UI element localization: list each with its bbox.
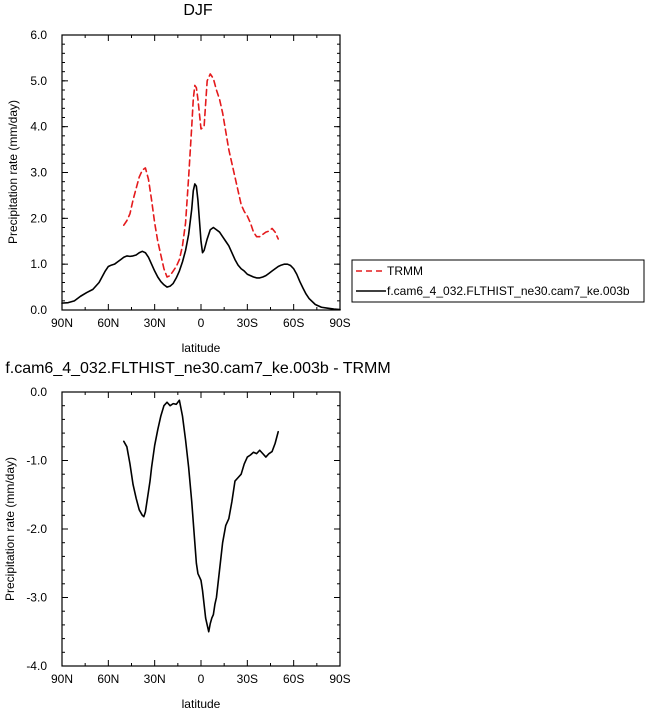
y-tick-label: 3.0	[30, 166, 47, 180]
series-group	[61, 73, 341, 311]
legend-label-trmm: TRMM	[387, 264, 423, 278]
x-axis-label: latitude	[182, 697, 221, 711]
y-tick-label: 5.0	[30, 74, 47, 88]
tick-group: 90N 60N 30N 0 30S 60S 90S 0.0 1.0 2.0 3.0 4.0 5.0 6.0	[30, 28, 350, 330]
panel-bottom: f.cam6_4_032.FLTHIST_ne30.cam7_ke.003b -…	[3, 360, 391, 711]
y-tick-label: 4.0	[30, 120, 47, 134]
chart-title: DJF	[183, 2, 213, 19]
plot-frame	[61, 34, 341, 311]
series-line-f-cam6-4-032-flthist-ne30-cam7-ke-003b	[61, 183, 341, 311]
y-tick-label: -4.0	[26, 659, 47, 673]
series-line-trmm	[122, 73, 280, 278]
legend-box	[351, 259, 645, 303]
legend: TRMM f.cam6_4_032.FLTHIST_ne30.cam7_ke.0…	[351, 259, 645, 303]
x-tick-label: 60N	[97, 316, 119, 330]
x-tick-label: 90N	[51, 672, 73, 686]
legend-label-model: f.cam6_4_032.FLTHIST_ne30.cam7_ke.003b	[387, 284, 630, 298]
x-tick-label: 60N	[97, 672, 119, 686]
x-tick-label: 30S	[237, 316, 258, 330]
y-tick-label: -1.0	[26, 454, 47, 468]
series-line-difference	[122, 399, 280, 633]
x-tick-label: 30S	[237, 672, 258, 686]
plot-frame	[61, 391, 341, 667]
x-tick-label: 0	[198, 316, 205, 330]
x-axis-label: latitude	[182, 341, 221, 355]
y-tick-label: -3.0	[26, 591, 47, 605]
chart-title: f.cam6_4_032.FLTHIST_ne30.cam7_ke.003b -…	[5, 360, 390, 377]
y-tick-label: 6.0	[30, 28, 47, 42]
y-axis-label: Precipitation rate (mm/day)	[3, 457, 17, 601]
tick-group: 90N 60N 30N 0 30S 60S 90S -4.0 -3.0 -2.0 -1.0 0.0	[26, 385, 350, 686]
x-tick-label: 0	[198, 672, 205, 686]
x-tick-label: 30N	[144, 672, 166, 686]
y-tick-label: -2.0	[26, 522, 47, 536]
x-tick-label: 90S	[329, 672, 350, 686]
x-tick-label: 90N	[51, 316, 73, 330]
y-tick-label: 0.0	[30, 385, 47, 399]
x-tick-label: 60S	[283, 316, 304, 330]
y-tick-label: 2.0	[30, 211, 47, 225]
y-tick-label: 1.0	[30, 257, 47, 271]
y-tick-label: 0.0	[30, 303, 47, 317]
x-tick-label: 30N	[144, 316, 166, 330]
panel-top: DJF 90N 60N 30N 0 30S 60S 90S 0.0 1.0 2.0 3.0 4.0 5.…	[6, 2, 645, 355]
x-tick-label: 60S	[283, 672, 304, 686]
x-tick-label: 90S	[329, 316, 350, 330]
series-group	[122, 399, 280, 633]
y-axis-label: Precipitation rate (mm/day)	[6, 100, 20, 244]
